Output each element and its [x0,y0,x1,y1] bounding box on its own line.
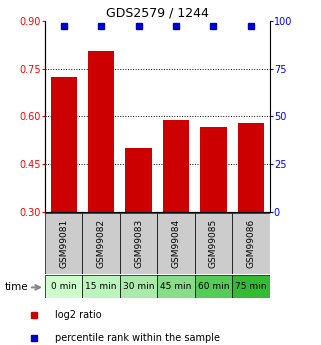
Bar [157,213,195,274]
Text: GSM99086: GSM99086 [247,219,256,268]
Text: 60 min: 60 min [198,282,229,291]
Text: GSM99081: GSM99081 [59,219,68,268]
Bar [238,124,264,212]
Text: 30 min: 30 min [123,282,154,291]
Bar [232,275,270,298]
Bar [82,275,120,298]
Bar [157,275,195,298]
Text: time: time [5,282,29,292]
Title: GDS2579 / 1244: GDS2579 / 1244 [106,7,209,20]
Text: GSM99085: GSM99085 [209,219,218,268]
Text: GSM99082: GSM99082 [97,219,106,268]
Text: GSM99084: GSM99084 [171,219,180,268]
Text: GSM99083: GSM99083 [134,219,143,268]
Text: percentile rank within the sample: percentile rank within the sample [55,333,220,343]
Text: 0 min: 0 min [51,282,76,291]
Text: 15 min: 15 min [85,282,117,291]
Bar [120,275,157,298]
Bar [51,77,77,212]
Bar [126,148,152,212]
Bar [163,120,189,212]
Bar [200,127,227,212]
Bar [82,213,120,274]
Bar [195,213,232,274]
Bar [195,275,232,298]
Bar [45,275,82,298]
Text: 75 min: 75 min [235,282,267,291]
Text: log2 ratio: log2 ratio [55,310,101,320]
Bar [120,213,157,274]
Bar [232,213,270,274]
Bar [88,51,114,212]
Text: 45 min: 45 min [160,282,192,291]
Bar [45,213,82,274]
